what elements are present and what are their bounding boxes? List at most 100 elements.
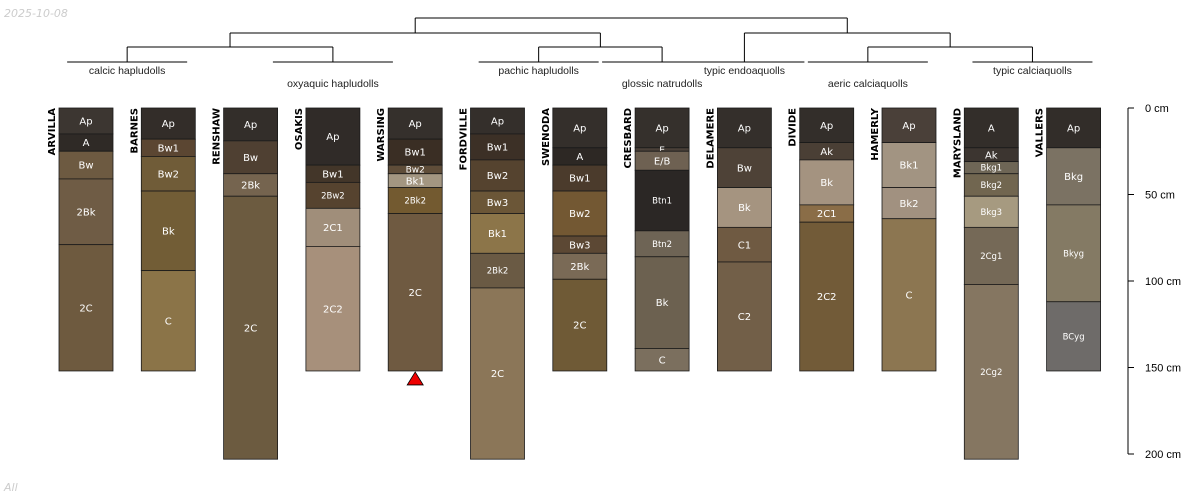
horizon-label: Bw3 xyxy=(569,240,590,251)
depth-axis: 0 cm 50 cm 100 cm 150 cm 200 cm xyxy=(1127,103,1181,461)
horizon-label: 2Bk2 xyxy=(487,267,509,277)
horizon-label: Bk1 xyxy=(488,229,507,240)
profile-name: CRESBARD xyxy=(623,108,634,168)
horizon-label: Bw2 xyxy=(569,209,590,220)
horizon-label: Bk1 xyxy=(899,161,918,172)
horizon-label: 2C xyxy=(573,321,586,332)
profile-renshaw: Ap Bw 2Bk 2C RENSHAW xyxy=(212,107,279,460)
horizon-label: 2C xyxy=(79,303,92,314)
horizon-label: Bk xyxy=(162,226,175,237)
profile-name: DIVIDE xyxy=(788,108,799,147)
profile-vallers: Ap Bkg Bkyg BCyg VALLERS xyxy=(1035,107,1101,372)
horizon-label: C2 xyxy=(738,312,751,323)
axis-tick-label: 50 cm xyxy=(1145,190,1175,202)
dendrogram xyxy=(126,17,1033,62)
profile-barnes: Ap Bw1 Bw2 Bk C BARNES xyxy=(129,107,196,372)
group-label: typic endoaquolls xyxy=(704,65,785,77)
horizon-2cg1 xyxy=(963,226,1019,285)
horizon-label: A xyxy=(576,152,583,163)
horizon-label: Bk2 xyxy=(899,199,918,210)
horizon-bkg3 xyxy=(963,195,1019,228)
horizon-2c1 xyxy=(305,207,361,247)
horizon-label: Bk1 xyxy=(406,176,425,187)
profile-arvilla: Ap A Bw 2Bk 2C ARVILLA xyxy=(47,107,114,372)
horizon-c xyxy=(881,218,937,372)
horizon-label: Ap xyxy=(491,117,504,128)
horizon-bk1 xyxy=(881,142,937,188)
horizon-label: Ap xyxy=(738,123,751,134)
horizon-label: Bw2 xyxy=(406,166,425,176)
horizon-2bk2 xyxy=(470,252,525,289)
horizon-label: Ap xyxy=(573,123,586,134)
horizon-c2 xyxy=(717,261,772,372)
horizon-label: 2Bk xyxy=(570,262,589,273)
horizon-2c2 xyxy=(305,245,361,372)
horizon-label: C xyxy=(165,316,172,327)
horizon-label: A xyxy=(988,123,995,134)
horizon-bw xyxy=(717,147,772,188)
profile-marysland: A Ak Bkg1 Bkg2 Bkg3 2Cg1 2Cg2 MARYSLAND xyxy=(952,107,1019,460)
horizon-label: C xyxy=(906,290,913,301)
horizon-label: Bw3 xyxy=(487,198,508,209)
date-stamp: 2025-10-08 xyxy=(4,7,68,20)
profile-swenoda: Ap A Bw1 Bw2 Bw3 2Bk 2C SWENODA xyxy=(541,107,608,372)
horizon-label: Ap xyxy=(902,121,915,132)
horizon-label: 2Bk xyxy=(241,181,260,192)
group-labels: calcic hapludolls oxyaquic hapludolls pach… xyxy=(67,61,1093,90)
horizon-2c xyxy=(470,287,525,460)
profile-delamere: Ap Bw Bk C1 C2 DELAMERE xyxy=(705,107,772,372)
profile-name: VALLERS xyxy=(1035,108,1046,157)
horizon-label: Ap xyxy=(244,120,257,131)
horizon-2c xyxy=(223,195,279,460)
horizon-2c xyxy=(387,213,443,372)
horizon-label: C1 xyxy=(738,240,751,251)
horizon-btn1 xyxy=(634,169,690,232)
group-label: oxyaquic hapludolls xyxy=(287,78,379,90)
horizon-label: E xyxy=(659,146,665,156)
horizon-label: Bk xyxy=(820,178,833,189)
horizon-label: BCyg xyxy=(1063,332,1085,342)
profile-hamerly: Ap Bk1 Bk2 C HAMERLY xyxy=(870,107,937,372)
horizon-bk xyxy=(717,187,772,228)
horizon-bw2 xyxy=(140,156,196,192)
horizon-label: Ap xyxy=(820,121,833,132)
horizon-label: Bw1 xyxy=(487,143,508,154)
horizon-label: Bw1 xyxy=(158,143,179,154)
horizon-bw1 xyxy=(470,133,525,161)
horizon-label: 2C xyxy=(244,323,257,334)
horizon-label: 2C1 xyxy=(323,223,343,234)
axis-tick-label: 200 cm xyxy=(1145,449,1181,461)
horizon-c1 xyxy=(717,226,772,263)
horizon-ap xyxy=(552,107,608,149)
group-label: glossic natrudolls xyxy=(622,78,703,90)
footer-note: All xyxy=(4,481,18,494)
horizon-label: 2Bk2 xyxy=(404,197,426,207)
horizon-ap xyxy=(799,107,855,143)
horizon-ap xyxy=(881,107,937,143)
horizon-2cg2 xyxy=(963,284,1019,460)
profile-name: SWENODA xyxy=(541,108,552,166)
horizon-label: Bkg2 xyxy=(981,181,1003,191)
horizon-label: Ap xyxy=(162,119,175,130)
horizon-bw xyxy=(58,150,114,180)
profile-name: BARNES xyxy=(129,108,140,153)
profile-name: RENSHAW xyxy=(212,108,223,165)
horizon-label: Bw1 xyxy=(569,174,590,185)
horizon-label: C xyxy=(659,355,666,366)
horizon-label: Ak xyxy=(820,147,833,158)
horizon-label: 2Cg2 xyxy=(980,368,1002,378)
horizon-ap xyxy=(1046,107,1101,149)
horizon-ap xyxy=(717,107,772,149)
horizon-label: A xyxy=(83,138,90,149)
horizon-label: Ak xyxy=(985,150,998,161)
horizon-2bk xyxy=(58,178,114,246)
horizon-label: Bkyg xyxy=(1063,249,1084,259)
horizon-label: Bkg1 xyxy=(981,164,1003,174)
horizon-bkyg xyxy=(1046,204,1101,303)
horizon-label: 2C2 xyxy=(323,304,343,315)
horizon-bk xyxy=(799,159,855,206)
profile-name: WARSING xyxy=(376,108,387,162)
group-label: calcic hapludolls xyxy=(89,65,165,77)
horizon-label: Bkg3 xyxy=(981,208,1003,218)
